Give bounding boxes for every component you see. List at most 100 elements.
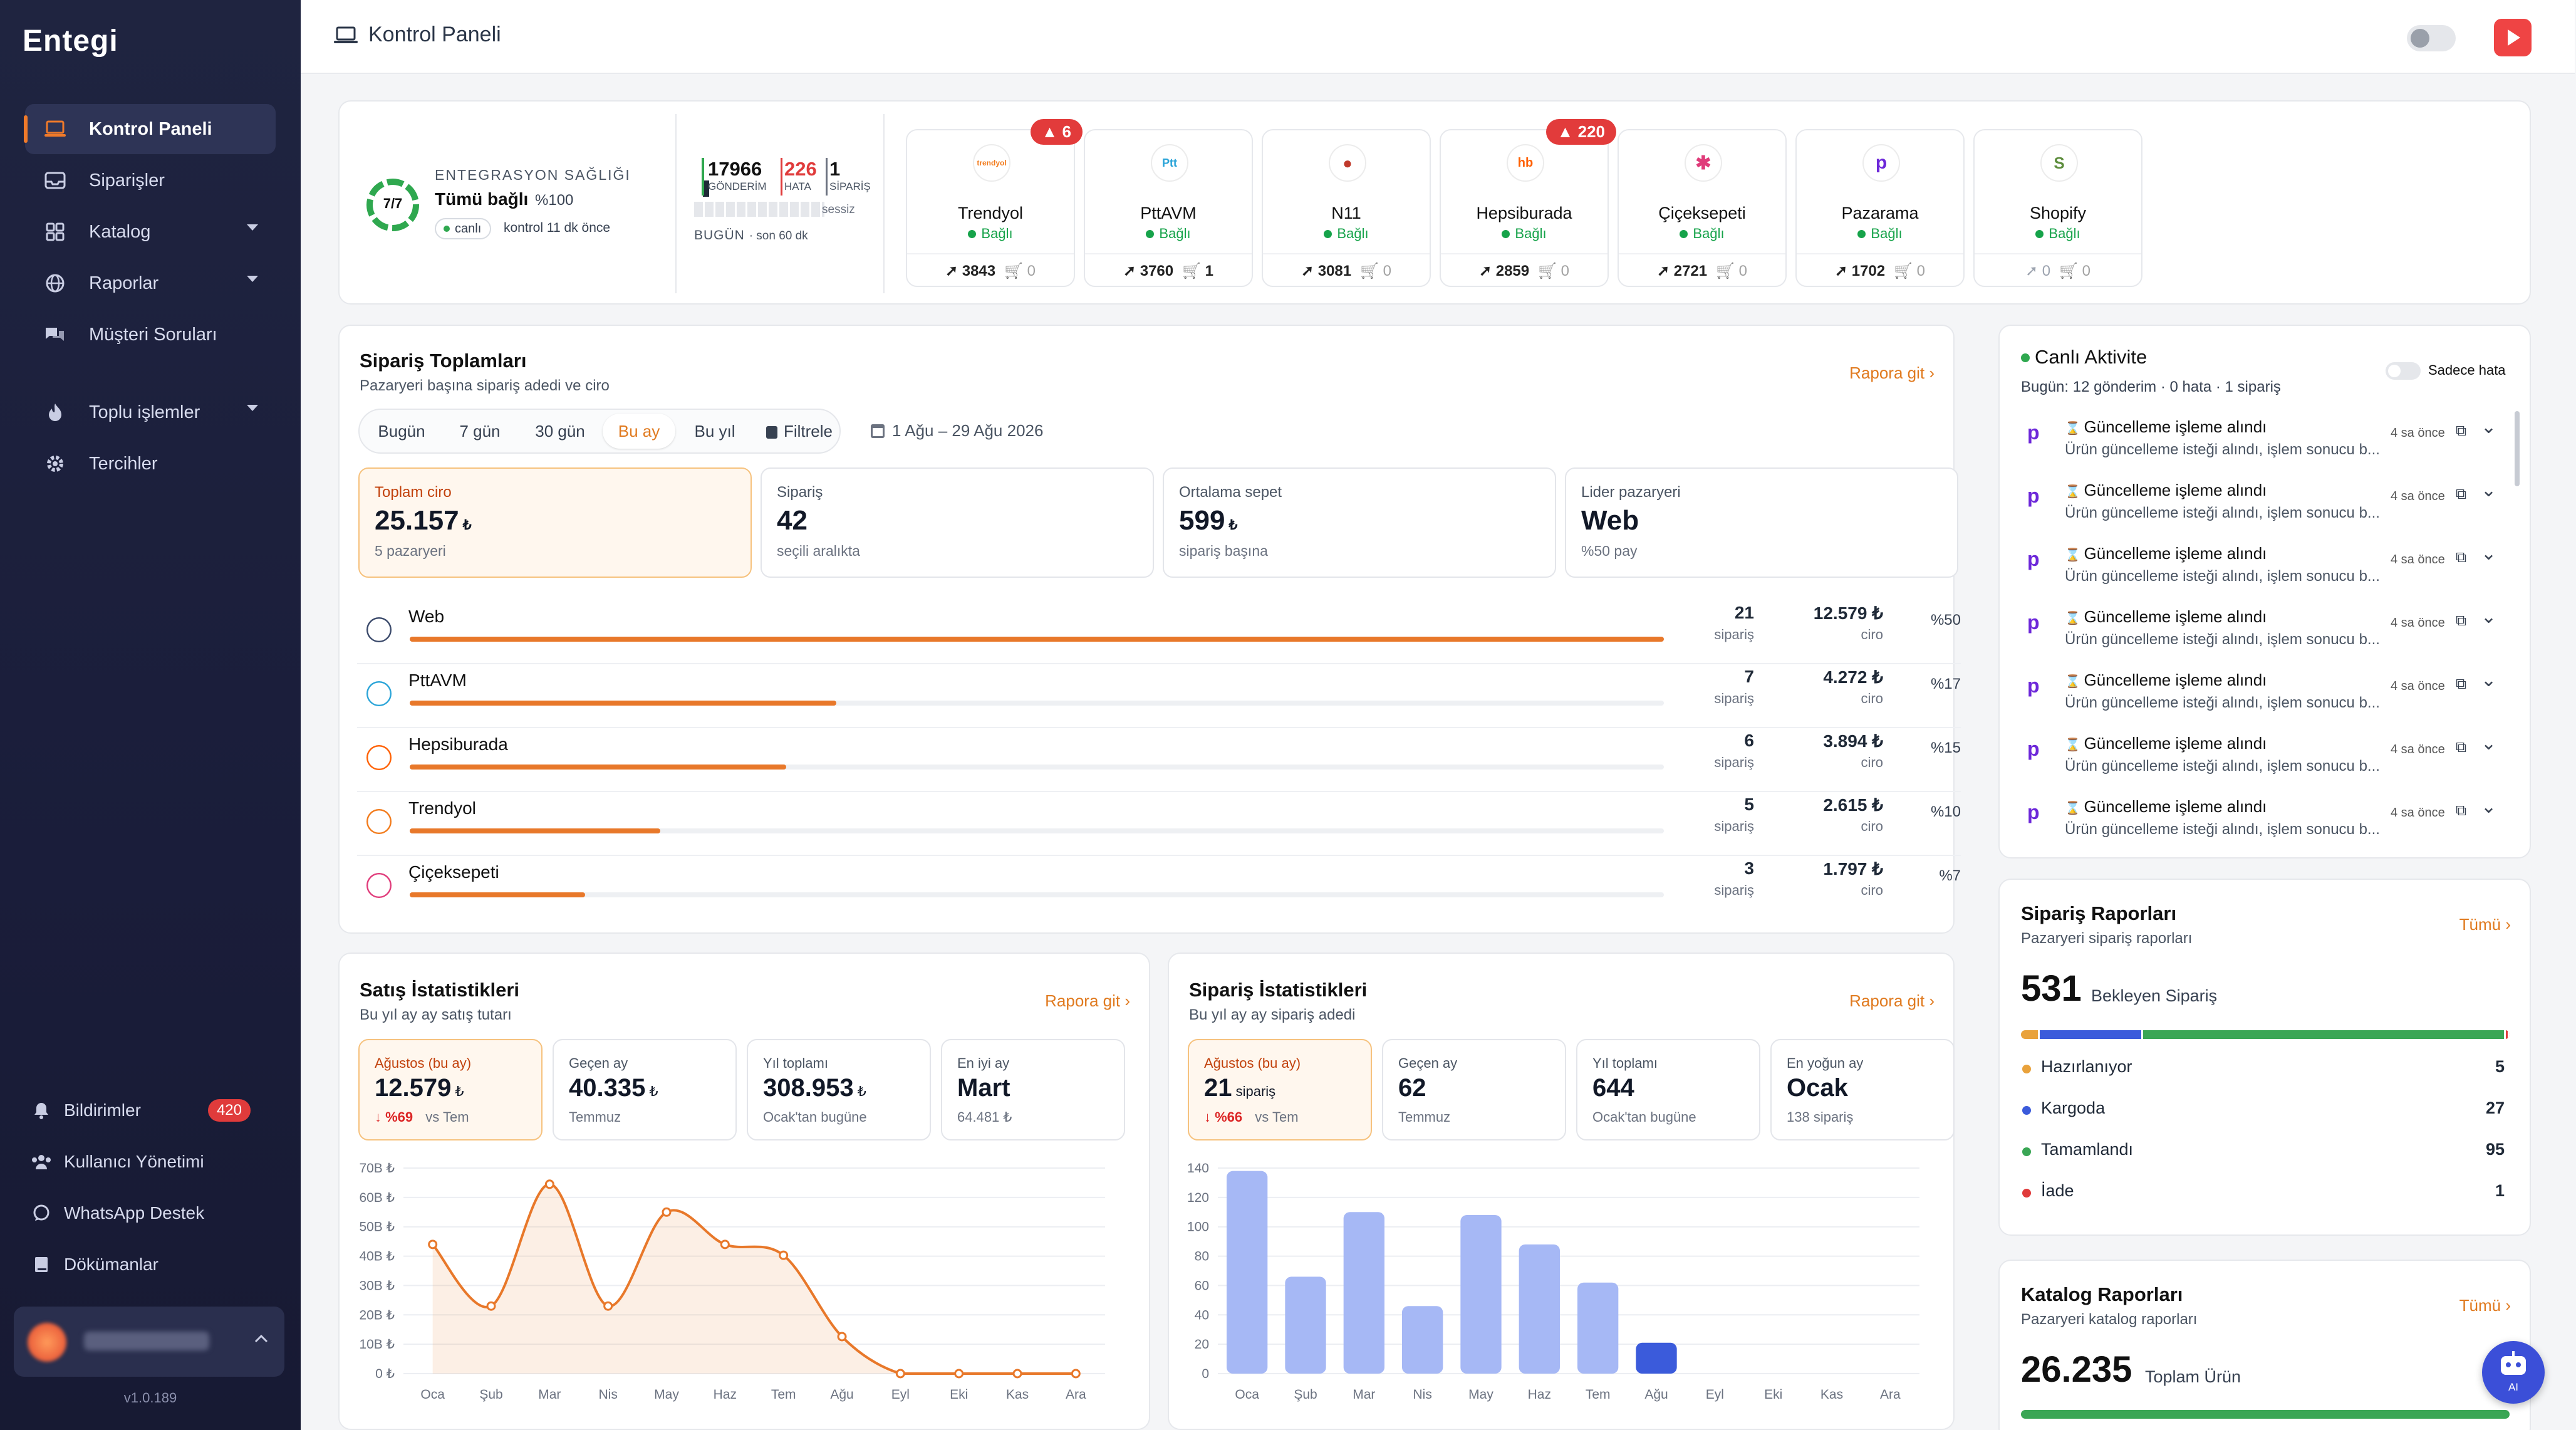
order-totals-report-link[interactable]: Rapora git › (1849, 363, 1935, 382)
catalog-reports-all-link[interactable]: Tümü › (2459, 1296, 2511, 1315)
share-bar-fill (410, 892, 586, 897)
tab-30-gun[interactable]: 30 gün (535, 422, 585, 441)
activity-item[interactable]: p ⌛ Güncelleme işleme alındı Ürün güncelle… (2016, 793, 2498, 856)
order-reports-all-link[interactable]: Tümü › (2459, 915, 2511, 934)
ai-assistant-button[interactable]: AI (2482, 1341, 2545, 1404)
health-title: ENTEGRASYON SAĞLIĞI (435, 167, 631, 183)
external-link-icon[interactable]: ⧉ (2456, 549, 2467, 566)
chevron-down-icon[interactable]: ⌄ (2481, 417, 2497, 437)
chevron-down-icon[interactable]: ⌄ (2481, 670, 2497, 691)
order-report-link[interactable]: Rapora git › (1849, 991, 1935, 1010)
trendyol-logo: trendyol (973, 144, 1010, 182)
marketplace-row[interactable]: Trendyol 5 sipariş 2.615 ₺ ciro %10 (357, 795, 1961, 857)
marketplace-card-pazarama[interactable]: p Pazarama Bağlı ➚ 1702 🛒 0 (1795, 129, 1965, 287)
warning-badge[interactable]: ▲ 220 (1545, 119, 1616, 145)
activity-item[interactable]: p ⌛ Güncelleme işleme alındı Ürün güncelle… (2016, 730, 2498, 793)
marketplace-logo (366, 681, 392, 706)
data-point[interactable] (779, 1250, 789, 1260)
chat-icon (43, 322, 68, 347)
activity-item[interactable]: p ⌛ Güncelleme işleme alındı Ürün güncelle… (2016, 603, 2498, 666)
sidebar-item-siparisler[interactable]: Siparişler (25, 155, 276, 206)
sidebar-item-toplu-islemler[interactable]: Toplu işlemler (25, 387, 276, 437)
data-point[interactable] (954, 1369, 964, 1379)
chevron-down-icon[interactable]: ⌄ (2481, 796, 2497, 817)
activity-item[interactable]: p ⌛ Güncelleme işleme alındı Ürün güncelle… (2016, 414, 2498, 476)
sidebar-item-tercihler[interactable]: Tercihler (25, 439, 276, 489)
data-point[interactable] (720, 1240, 730, 1250)
scrollbar[interactable] (2515, 411, 2520, 486)
marketplace-card-n11[interactable]: ● N11 Bağlı ➚ 3081 🛒 0 (1262, 129, 1431, 287)
chevron-down-icon[interactable]: ⌄ (2481, 480, 2497, 501)
order-bar[interactable] (1519, 1244, 1560, 1374)
marketplace-card-ciceksepeti[interactable]: ✱ Çiçeksepeti Bağlı ➚ 2721 🛒 0 (1618, 129, 1787, 287)
stat-value: 40.335 ₺ (569, 1074, 658, 1102)
pazarama-icon: p (2027, 801, 2040, 823)
data-point[interactable] (662, 1207, 672, 1217)
sidebar-item-kontrol-paneli[interactable]: Kontrol Paneli (24, 104, 276, 154)
data-point[interactable] (603, 1301, 613, 1311)
chevron-down-icon[interactable]: ⌄ (2481, 543, 2497, 564)
data-point[interactable] (895, 1369, 905, 1379)
sidebar-item-musteri-sorulari[interactable]: Müşteri Soruları (25, 310, 276, 360)
activity-item[interactable]: p ⌛ Güncelleme işleme alındı Ürün güncelle… (2016, 477, 2498, 540)
tab-bu-ay[interactable]: Bu ay (603, 414, 675, 449)
marketplace-row[interactable]: PttAVM 7 sipariş 4.272 ₺ ciro %17 (357, 667, 1961, 729)
sales-report-link[interactable]: Rapora git › (1045, 991, 1130, 1010)
share-bar (410, 828, 1664, 833)
marketplace-card-hepsiburada[interactable]: hb Hepsiburada Bağlı ➚ 2859 🛒 0 ▲ 220 (1440, 119, 1616, 287)
video-tutorial-button[interactable] (2494, 19, 2532, 56)
order-bar[interactable] (1285, 1276, 1326, 1374)
external-link-icon[interactable]: ⧉ (2456, 422, 2467, 439)
marketplace-row[interactable]: Web 21 sipariş 12.579 ₺ ciro %50 (357, 603, 1961, 665)
data-point[interactable] (1012, 1369, 1022, 1379)
sidebar-item-katalog[interactable]: Katalog (25, 207, 276, 257)
chevron-down-icon[interactable]: ⌄ (2481, 733, 2497, 754)
chevron-down-icon[interactable]: ⌄ (2481, 607, 2497, 627)
legend-name: Tamamlandı (2041, 1140, 2134, 1159)
order-bar[interactable] (1227, 1171, 1268, 1374)
order-bar[interactable] (1460, 1214, 1502, 1374)
filter-button[interactable]: Filtrele (757, 414, 842, 449)
sidebar-item-whatsapp-destek[interactable]: WhatsApp Destek (25, 1191, 276, 1235)
tab-bu-yil[interactable]: Bu yıl (694, 422, 735, 441)
data-point[interactable] (837, 1332, 847, 1342)
user-menu[interactable] (14, 1307, 284, 1377)
external-link-icon[interactable]: ⧉ (2456, 676, 2467, 692)
activity-item[interactable]: p ⌛ Güncelleme işleme alındı Ürün güncelle… (2016, 540, 2498, 603)
tab-bugun[interactable]: Bugün (378, 422, 425, 441)
errors-only-toggle[interactable] (2386, 362, 2421, 380)
sidebar-item-kullanici-yonetimi[interactable]: Kullanıcı Yönetimi (25, 1140, 276, 1184)
data-point[interactable] (544, 1179, 554, 1189)
order-bar[interactable] (1402, 1306, 1443, 1374)
data-point[interactable] (486, 1301, 496, 1311)
x-tick-label: Kas (1820, 1387, 1843, 1402)
gonderim-value: 17966 (704, 158, 762, 180)
revenue-label: ciro (1861, 882, 1883, 898)
external-link-icon[interactable]: ⧉ (2456, 486, 2467, 503)
activity-item[interactable]: p ⌛ Güncelleme işleme alındı Ürün güncelle… (2016, 667, 2498, 729)
marketplace-row[interactable]: Hepsiburada 6 sipariş 3.894 ₺ ciro %15 (357, 731, 1961, 793)
sidebar-item-raporlar[interactable]: Raporlar (25, 258, 276, 308)
marketplace-row[interactable]: Çiçeksepeti 3 sipariş 1.797 ₺ ciro %7 (357, 859, 1961, 921)
sidebar-item-bildirimler[interactable]: Bildirimler 420 (25, 1088, 276, 1132)
y-tick-label: 120 (1187, 1191, 1209, 1205)
data-point[interactable] (428, 1240, 438, 1250)
marketplace-card-trendyol[interactable]: trendyol Trendyol Bağlı ➚ 3843 🛒 0 ▲ 6 (906, 119, 1083, 287)
app-logo[interactable]: Entegi (23, 24, 118, 58)
external-link-icon[interactable]: ⧉ (2456, 612, 2467, 629)
order-bar[interactable] (1577, 1282, 1619, 1374)
marketplace-card-shopify[interactable]: S Shopify Bağlı ➚ 0 🛒 0 (1973, 129, 2142, 287)
data-point[interactable] (1071, 1369, 1081, 1379)
hata-label: HATA (784, 180, 811, 192)
sidebar-item-dokumanlar[interactable]: Dökümanlar (25, 1243, 276, 1286)
order-bar[interactable] (1343, 1212, 1384, 1374)
stat-sub: 64.481 ₺ (957, 1109, 1012, 1125)
tab-7-gun[interactable]: 7 gün (459, 422, 501, 441)
marketplace-card-pttavm[interactable]: Ptt PttAVM Bağlı ➚ 3760 🛒 1 (1084, 129, 1253, 287)
theme-toggle[interactable] (2407, 25, 2456, 51)
order-bar[interactable] (1636, 1342, 1677, 1374)
warning-badge[interactable]: ▲ 6 (1030, 119, 1083, 145)
status-segment (2021, 1030, 2040, 1039)
external-link-icon[interactable]: ⧉ (2456, 739, 2467, 756)
external-link-icon[interactable]: ⧉ (2456, 802, 2467, 819)
